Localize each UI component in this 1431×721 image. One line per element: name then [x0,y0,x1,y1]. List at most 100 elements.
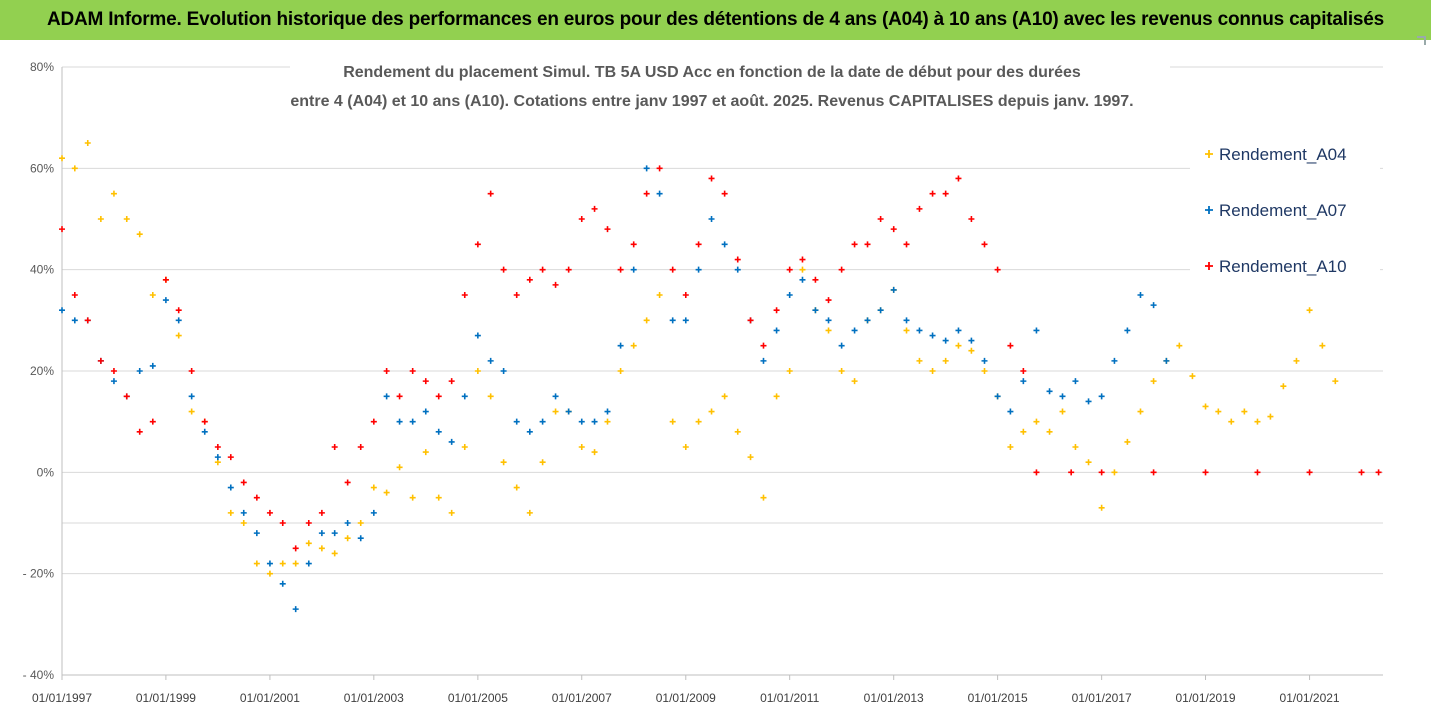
data-point [630,342,637,349]
data-point [903,327,910,334]
data-point [799,256,806,263]
data-point [630,266,637,273]
x-tick-label: 01/01/2013 [864,691,924,705]
data-point [110,190,117,197]
data-point [1059,408,1066,415]
data-point [929,368,936,374]
legend-marker [1205,206,1213,214]
data-point [305,520,312,526]
x-tick-label: 01/01/2005 [448,691,508,705]
data-point [526,276,533,283]
data-point [513,484,520,491]
data-point [71,292,78,298]
data-point [734,256,741,263]
data-point [552,393,559,400]
data-point [1068,469,1075,476]
data-point [721,190,728,197]
data-point [344,520,351,526]
data-point [1137,292,1144,298]
data-point [1007,408,1014,415]
data-point [773,327,780,334]
data-point [461,292,468,298]
y-tick-label: 60% [30,161,54,175]
data-point [968,216,975,222]
data-point [812,307,819,314]
data-point [318,545,325,552]
data-point [136,231,143,238]
chart: 80%60%40%20%0%- 20%- 40% 01/01/1997 01/01… [23,54,1383,705]
data-point [357,520,364,526]
data-point [1202,469,1209,476]
data-point [331,444,338,450]
data-point [539,266,546,273]
data-point [747,454,754,461]
data-point [123,393,130,400]
data-point [253,560,260,567]
data-point [1150,378,1157,385]
data-point [903,241,910,248]
chart-title-line2: entre 4 (A04) et 10 ans (A10). Cotations… [290,93,1133,110]
data-point [175,307,182,314]
data-point [383,393,390,400]
y-axis: 80% 60% 40% 20% 0% - 20% - 40% [23,60,55,682]
data-point [604,408,611,415]
data-point [305,560,312,567]
data-point [1176,342,1183,349]
data-point [656,165,663,172]
data-point [240,520,247,526]
data-point [526,428,533,435]
data-point [253,530,260,537]
data-point [1046,428,1053,435]
legend-label: Rendement_A07 [1219,201,1347,220]
data-point [643,317,650,324]
data-point [513,418,520,425]
data-point [227,454,234,461]
data-point [1306,307,1313,314]
series-Rendement_A04 [59,140,1339,577]
data-point [565,266,572,273]
data-point [162,297,169,304]
data-point [877,216,884,222]
data-point [59,226,65,233]
title-banner [0,0,1431,40]
data-point [812,276,819,283]
data-point [1033,469,1040,476]
data-point [59,155,65,162]
data-point [136,368,143,374]
data-point [981,368,988,374]
data-point [838,368,845,374]
data-point [695,418,702,425]
data-point [474,332,481,339]
data-point [695,241,702,248]
data-point [318,509,325,516]
data-point [916,357,923,364]
data-point [604,418,611,425]
series-Rendement_A07 [59,165,1170,613]
data-point [1111,469,1118,476]
data-point [877,307,884,314]
data-point [552,408,559,415]
data-point [357,444,364,450]
y-tick-label: - 40% [23,668,55,682]
data-point [1072,444,1079,450]
data-point [188,368,195,374]
data-point [916,205,923,212]
x-tick-label: 01/01/2019 [1175,691,1235,705]
data-point [175,332,182,339]
data-point [760,342,767,349]
grid-lines [61,66,1383,676]
data-point [1215,408,1222,415]
data-point [201,418,208,425]
data-point [968,347,975,354]
data-point [149,292,156,298]
data-point [370,484,377,491]
data-point [526,509,533,516]
data-point [708,216,715,222]
data-point [890,286,897,293]
data-point [1085,459,1092,466]
data-point [734,266,741,273]
data-point [942,337,949,344]
data-point [500,368,507,374]
data-point [1189,373,1196,380]
legend-label: Rendement_A10 [1219,257,1347,276]
